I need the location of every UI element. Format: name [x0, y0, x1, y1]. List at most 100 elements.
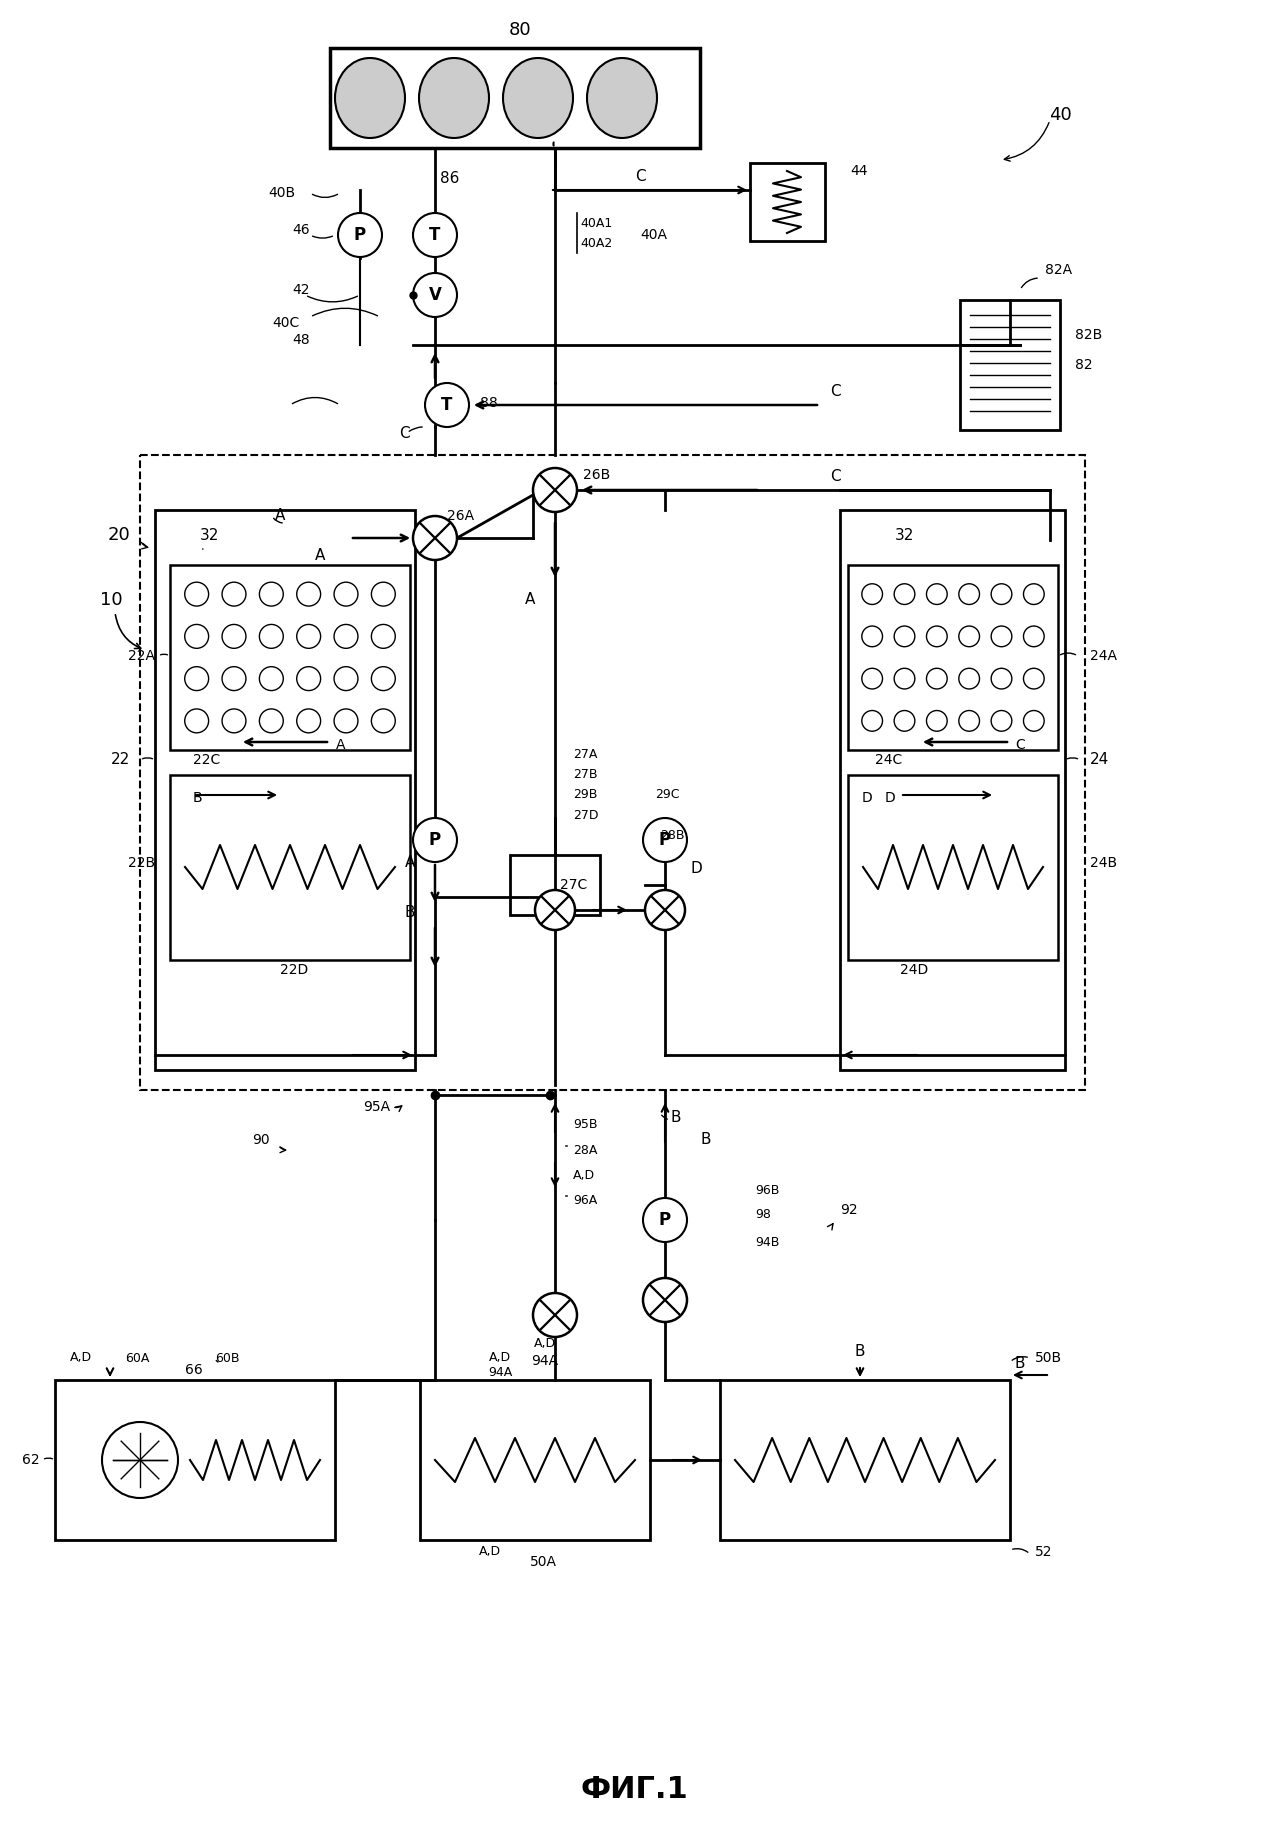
Text: A: A	[525, 592, 535, 607]
Circle shape	[372, 625, 396, 649]
Circle shape	[927, 625, 947, 647]
Text: 24B: 24B	[1090, 855, 1117, 870]
Circle shape	[959, 668, 979, 690]
Text: B: B	[193, 791, 203, 805]
Circle shape	[297, 625, 321, 649]
Text: P: P	[354, 226, 366, 245]
Text: 80: 80	[508, 20, 531, 39]
Circle shape	[333, 668, 358, 691]
Text: 27B: 27B	[573, 769, 597, 782]
Circle shape	[643, 1278, 687, 1322]
Bar	[170, 565, 410, 750]
Text: 27C: 27C	[560, 877, 587, 892]
Text: C: C	[635, 169, 645, 184]
Bar	[55, 1379, 335, 1539]
Ellipse shape	[587, 59, 657, 138]
Text: A,D: A,D	[489, 1352, 511, 1365]
Text: 32: 32	[895, 528, 914, 543]
Text: P: P	[659, 1212, 671, 1228]
Bar	[848, 565, 1058, 750]
Circle shape	[894, 710, 914, 732]
Text: B: B	[855, 1344, 865, 1359]
Text: 27A: 27A	[573, 748, 597, 761]
Circle shape	[533, 1293, 577, 1337]
Circle shape	[894, 583, 914, 605]
Circle shape	[535, 890, 574, 931]
Circle shape	[185, 668, 209, 691]
Text: 94A: 94A	[531, 1354, 559, 1368]
Text: C: C	[1016, 737, 1025, 752]
Text: P: P	[659, 831, 671, 850]
Bar	[330, 48, 700, 147]
Text: 24: 24	[1090, 752, 1110, 767]
Circle shape	[297, 668, 321, 691]
Text: 22C: 22C	[193, 752, 221, 767]
Text: A,D: A,D	[479, 1545, 501, 1558]
Text: 50B: 50B	[1035, 1352, 1063, 1365]
Circle shape	[862, 668, 883, 690]
Circle shape	[260, 625, 283, 649]
Circle shape	[372, 583, 396, 607]
Text: 95A: 95A	[363, 1100, 391, 1114]
Text: 60B: 60B	[216, 1352, 240, 1365]
Text: 60A: 60A	[126, 1352, 150, 1365]
Circle shape	[185, 583, 209, 607]
Circle shape	[222, 625, 246, 649]
Text: 82B: 82B	[1075, 327, 1102, 342]
Circle shape	[413, 213, 456, 257]
Text: 90: 90	[252, 1133, 270, 1148]
Circle shape	[959, 625, 979, 647]
Text: B: B	[1014, 1357, 1026, 1372]
Circle shape	[862, 583, 883, 605]
Circle shape	[222, 708, 246, 732]
Circle shape	[185, 625, 209, 649]
Text: 40A: 40A	[640, 228, 667, 243]
Circle shape	[894, 668, 914, 690]
Circle shape	[372, 708, 396, 732]
Ellipse shape	[418, 59, 489, 138]
Circle shape	[260, 668, 283, 691]
Text: 94B: 94B	[754, 1236, 780, 1249]
Circle shape	[413, 818, 456, 862]
Text: B: B	[700, 1133, 710, 1148]
Circle shape	[992, 710, 1012, 732]
Text: A: A	[404, 855, 415, 870]
Bar	[720, 1379, 1011, 1539]
Text: 22D: 22D	[280, 964, 308, 977]
Text: 32: 32	[200, 528, 219, 543]
Circle shape	[992, 625, 1012, 647]
Circle shape	[297, 708, 321, 732]
Text: 92: 92	[839, 1203, 857, 1217]
Circle shape	[260, 583, 283, 607]
Text: 42: 42	[293, 283, 309, 298]
Circle shape	[927, 710, 947, 732]
Text: 27D: 27D	[573, 809, 598, 822]
Text: 28A: 28A	[573, 1144, 597, 1157]
Text: C: C	[831, 384, 841, 399]
Text: A,D: A,D	[534, 1337, 557, 1350]
Bar	[420, 1379, 650, 1539]
Text: 86: 86	[440, 171, 460, 186]
Text: 62: 62	[23, 1453, 41, 1468]
Circle shape	[333, 583, 358, 607]
Text: 10: 10	[100, 590, 123, 609]
Ellipse shape	[503, 59, 573, 138]
Bar	[510, 855, 600, 916]
Text: 28B: 28B	[661, 829, 685, 842]
Text: B: B	[404, 905, 415, 920]
Text: 66: 66	[185, 1363, 203, 1377]
Bar	[749, 164, 825, 241]
Bar	[839, 509, 1065, 1070]
Text: 29B: 29B	[573, 789, 597, 802]
Circle shape	[959, 583, 979, 605]
Text: A: A	[275, 509, 285, 524]
Text: T: T	[441, 395, 453, 414]
Text: 40A1: 40A1	[579, 217, 612, 230]
Circle shape	[533, 467, 577, 511]
Text: V: V	[429, 287, 441, 303]
Text: 22: 22	[110, 752, 131, 767]
Text: 40: 40	[1049, 107, 1071, 123]
Text: 82: 82	[1075, 359, 1093, 371]
Circle shape	[1023, 710, 1044, 732]
Text: A: A	[314, 548, 325, 563]
